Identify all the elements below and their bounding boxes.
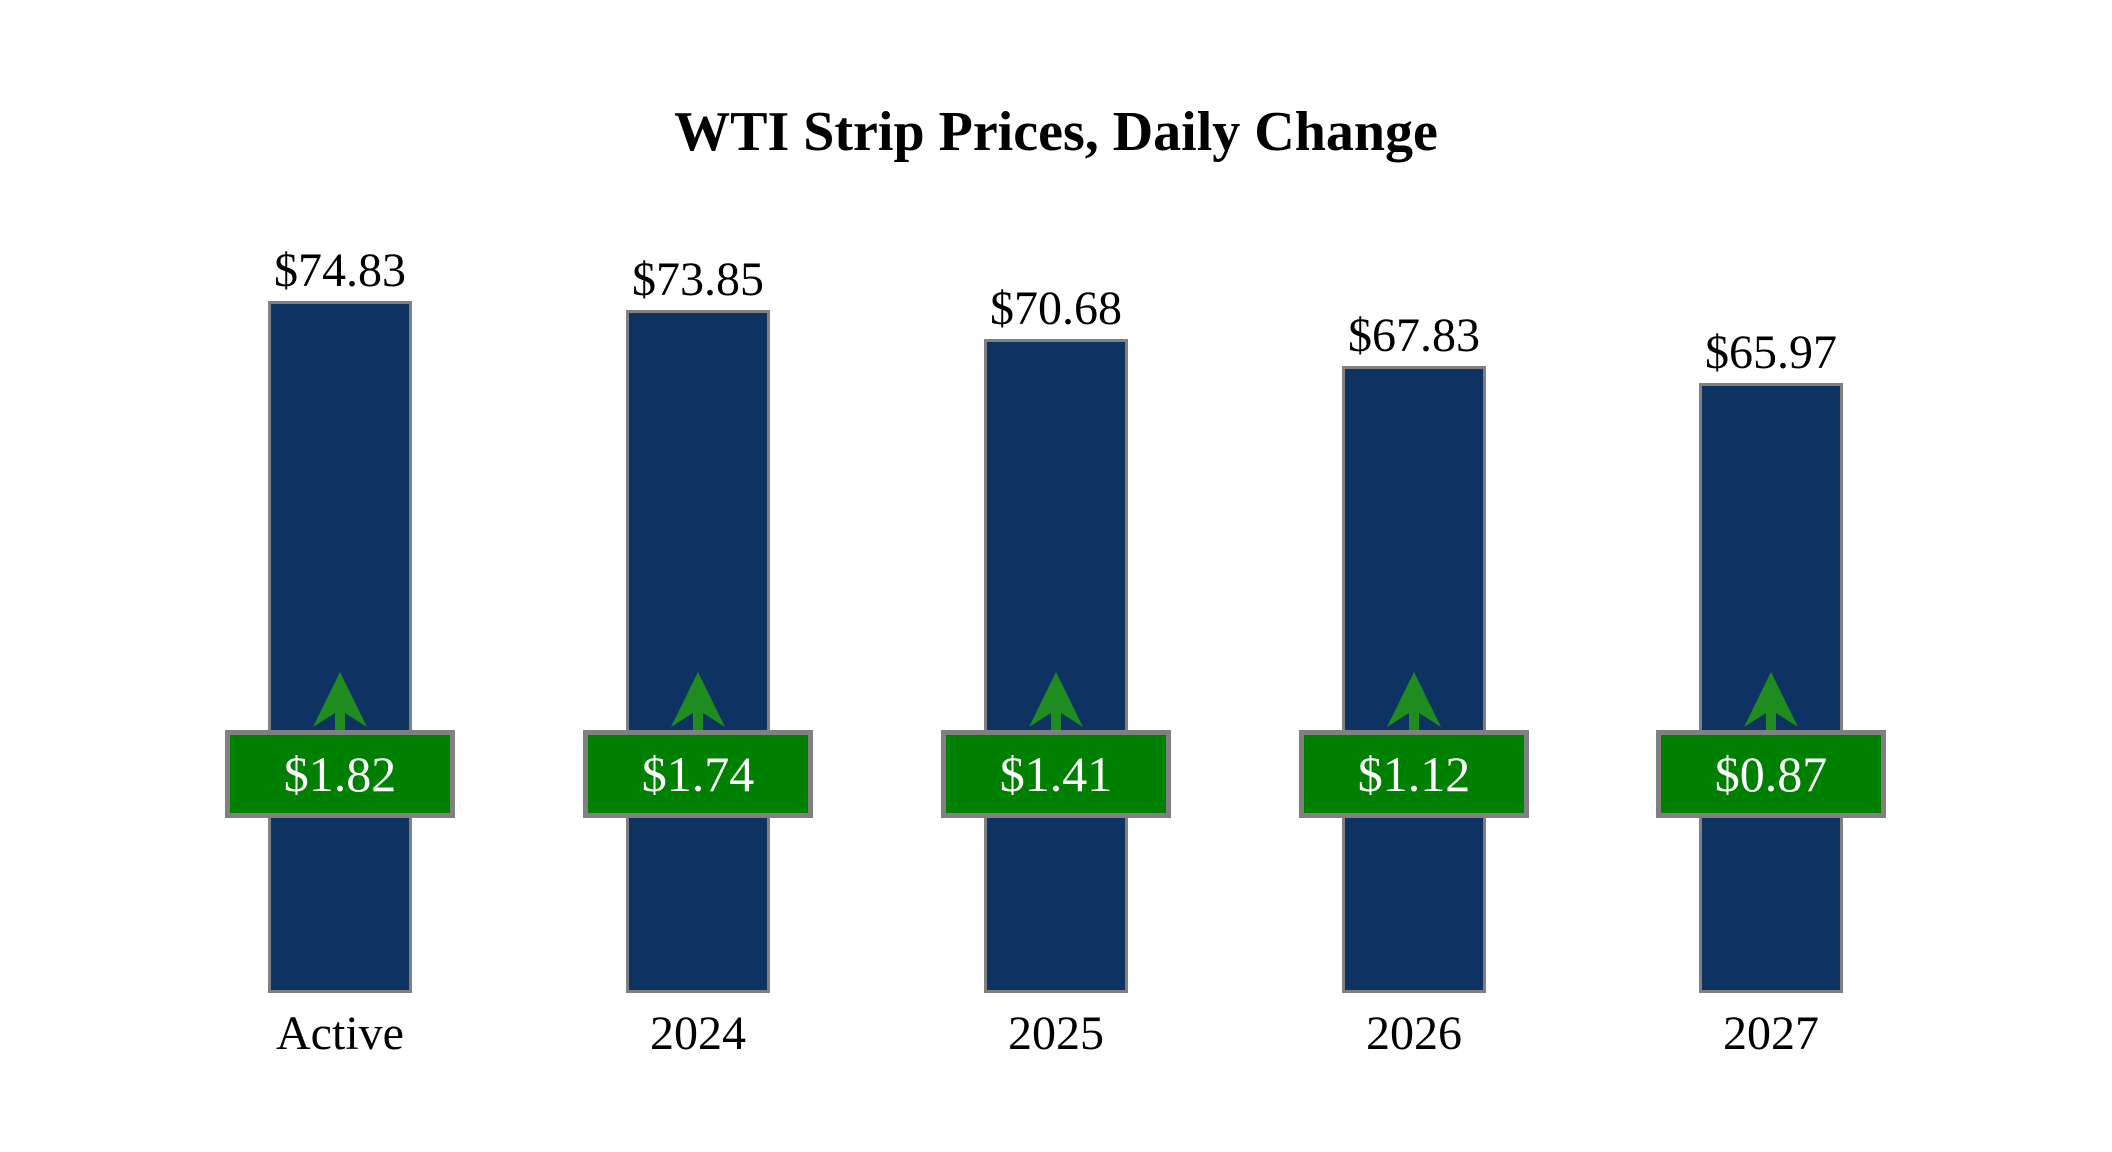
change-badge: $0.87 [1656,730,1886,818]
change-label: $1.41 [999,746,1113,802]
category-label: 2024 [650,1007,746,1060]
change-badge: $1.82 [225,730,455,818]
change-badge: $1.12 [1299,730,1529,818]
price-label: $67.83 [1348,309,1480,362]
category-label: 2025 [1008,1007,1104,1060]
change-badge: $1.41 [941,730,1171,818]
up-arrow-icon [1744,672,1798,732]
price-label: $74.83 [274,244,406,297]
chart-title: WTI Strip Prices, Daily Change [674,101,1438,163]
category-label: 2026 [1366,1007,1462,1060]
bar-column-2025: $70.68 $1.41 2025 [877,0,1235,1152]
up-arrow-icon [1387,672,1441,732]
bar-column-2024: $73.85 $1.74 2024 [519,0,877,1152]
change-badge: $1.74 [583,730,813,818]
bar [268,301,412,993]
category-label: 2027 [1723,1007,1819,1060]
bar-column-active: $74.83 $1.82 Active [161,0,519,1152]
up-arrow-icon [671,672,725,732]
bar [626,310,770,993]
bar [984,339,1128,993]
up-arrow-icon [313,672,367,732]
change-label: $1.74 [641,746,755,802]
change-label: $1.82 [283,746,397,802]
bar-column-2027: $65.97 $0.87 2027 [1592,0,1950,1152]
category-label: Active [276,1007,404,1060]
price-label: $70.68 [990,282,1122,335]
price-label: $73.85 [632,253,764,306]
bar-column-2026: $67.83 $1.12 2026 [1235,0,1593,1152]
change-label: $0.87 [1714,746,1828,802]
up-arrow-icon [1029,672,1083,732]
change-label: $1.12 [1357,746,1471,802]
price-label: $65.97 [1705,326,1837,379]
